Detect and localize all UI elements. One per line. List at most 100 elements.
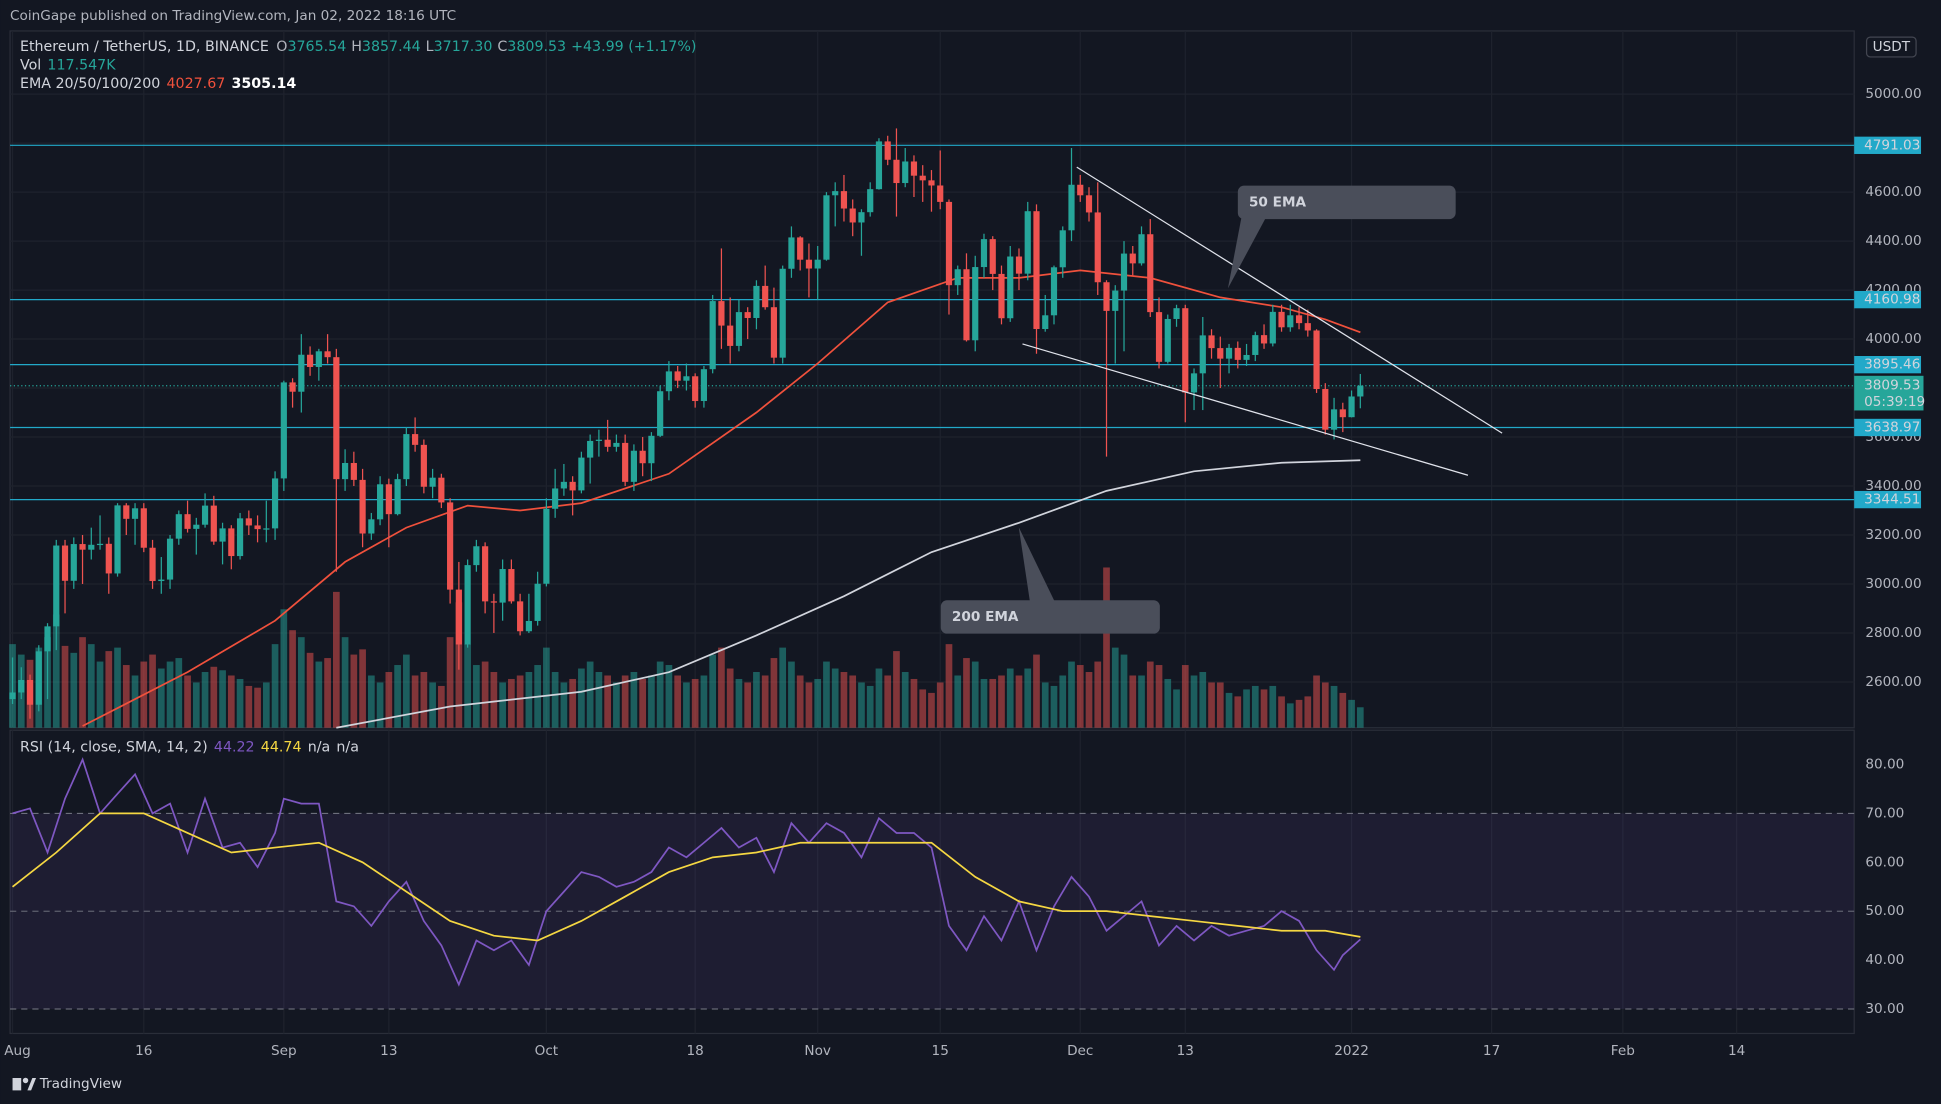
candle-body	[1120, 253, 1128, 291]
plot: Aug 16 Sep 13 Oct 18 Nov 15 Dec 13 2022 17 Feb 14 2600…	[4, 30, 1925, 1059]
candle-body	[1269, 311, 1276, 344]
volume-bar	[910, 678, 918, 728]
x-tick-label: 16	[135, 1043, 152, 1059]
candle-body	[350, 462, 357, 480]
volume-bar	[718, 647, 725, 728]
candle-body	[1050, 267, 1058, 316]
footer-brand: TradingView	[39, 1076, 122, 1092]
volume-bar	[1286, 703, 1294, 728]
volume-bar	[595, 672, 603, 728]
trendline	[1076, 166, 1503, 434]
level-tag-label: 3638.97	[1864, 419, 1920, 435]
volume-bar	[858, 682, 865, 728]
candle-body	[245, 518, 252, 526]
candle-body	[201, 505, 209, 525]
candle-body	[674, 371, 681, 381]
na: n/a	[308, 740, 331, 756]
symbol-legend: Ethereum / TetherUS, 1D, BINANCE O3765.54…	[20, 39, 696, 55]
candle-body	[657, 391, 664, 436]
candle-body	[849, 208, 856, 223]
volume-bar	[543, 647, 550, 728]
volume-bar	[700, 675, 708, 728]
volume-bar	[1111, 647, 1119, 728]
volume-bar	[70, 652, 78, 728]
volume-bar	[411, 675, 419, 728]
volume-bar	[621, 675, 629, 728]
candle-body	[910, 161, 918, 176]
candle-body	[324, 351, 331, 358]
volume-bar	[394, 665, 401, 728]
volume-bar	[79, 637, 86, 728]
candle-body	[1173, 308, 1180, 319]
volume-bar	[315, 661, 323, 728]
volume-bar	[280, 609, 288, 728]
volume-bar	[648, 675, 655, 728]
x-tick-label: 14	[1728, 1043, 1745, 1059]
candle-body	[341, 462, 349, 480]
candle-body	[175, 514, 182, 539]
candle-body	[1182, 308, 1189, 393]
level-tag-label: 3344.51	[1864, 492, 1920, 508]
rsi-legend: RSI (14, close, SMA, 14, 2) 44.22 44.74 n/a…	[20, 740, 359, 756]
level-tag	[1854, 490, 1922, 509]
volume-bar	[1146, 661, 1154, 728]
candle-body	[1094, 212, 1101, 283]
level-tag	[1854, 136, 1922, 154]
volume-bar	[1251, 685, 1259, 728]
volume-bar	[989, 678, 997, 728]
volume-bar	[928, 692, 935, 728]
currency[interactable]: USDT	[1873, 39, 1911, 55]
candle-body	[814, 259, 821, 269]
candle-body	[473, 546, 480, 566]
volume-bar	[639, 678, 646, 728]
candle-body	[18, 679, 25, 693]
rsi-tick-label: 70.00	[1865, 805, 1904, 821]
line	[82, 269, 1361, 727]
candle-body	[263, 528, 270, 530]
x-tick-label: 2022	[1334, 1043, 1369, 1059]
volume-bar	[1006, 668, 1014, 728]
volume-bar	[429, 682, 436, 728]
volume-bar	[499, 682, 506, 728]
candle-body	[744, 312, 751, 318]
rsi-pane	[9, 729, 1855, 1035]
volume-bar	[849, 675, 857, 728]
candle-body	[1234, 347, 1241, 360]
candle-body	[753, 285, 760, 318]
volume-bar	[674, 675, 682, 728]
y-tick-label: 4000.00	[1865, 331, 1921, 347]
ema-legend: EMA 20/50/100/200 4027.67 3505.14	[20, 76, 296, 92]
volume-bar	[1330, 685, 1338, 728]
candle-body	[867, 189, 874, 213]
x-tick-label: 13	[1177, 1043, 1194, 1059]
rsi-band	[10, 813, 1855, 1009]
candle-body	[823, 195, 830, 260]
candle-body	[893, 159, 900, 184]
candle-body	[499, 569, 506, 603]
volume-bar	[945, 644, 953, 728]
candle-body	[289, 382, 296, 392]
candle-body	[1339, 409, 1346, 418]
currency-button[interactable]	[1865, 36, 1917, 58]
candle-body	[1217, 348, 1224, 359]
candle-body	[490, 601, 497, 603]
volume-bar	[1295, 699, 1303, 728]
volume-bar	[516, 675, 524, 728]
volume-bar	[998, 675, 1005, 728]
volume-bar	[149, 654, 156, 728]
candle-body	[377, 484, 384, 520]
volume-bar	[901, 672, 909, 728]
volume-bar	[770, 658, 778, 728]
candle-body	[1007, 256, 1014, 319]
volume-bar	[464, 644, 471, 728]
volume-bar	[376, 682, 384, 728]
volume-bar	[1059, 675, 1067, 728]
volume-bar	[1076, 665, 1084, 728]
volume-bar	[980, 678, 988, 728]
ohlc-value: 3717.30	[434, 39, 493, 55]
volume-bar	[1269, 685, 1277, 728]
symbol: Ethereum / TetherUS, 1D, BINANCE	[20, 39, 269, 55]
line	[336, 459, 1361, 729]
volume-bar	[823, 661, 830, 728]
